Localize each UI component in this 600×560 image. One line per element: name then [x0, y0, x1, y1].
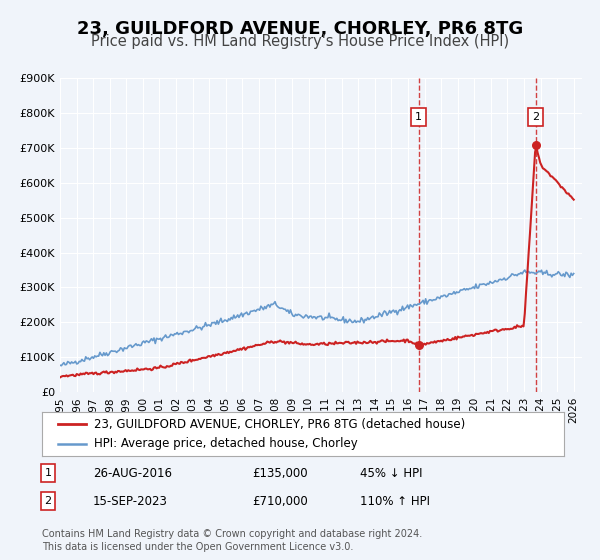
Text: 1: 1: [415, 112, 422, 122]
Text: 45% ↓ HPI: 45% ↓ HPI: [360, 466, 422, 480]
Point: [414, 340, 424, 349]
Point: [531, 140, 541, 149]
Text: 2: 2: [532, 112, 539, 122]
Text: 23, GUILDFORD AVENUE, CHORLEY, PR6 8TG (detached house): 23, GUILDFORD AVENUE, CHORLEY, PR6 8TG (…: [94, 418, 466, 431]
Text: 26-AUG-2016: 26-AUG-2016: [93, 466, 172, 480]
Text: 23, GUILDFORD AVENUE, CHORLEY, PR6 8TG: 23, GUILDFORD AVENUE, CHORLEY, PR6 8TG: [77, 20, 523, 38]
Text: £135,000: £135,000: [252, 466, 308, 480]
Text: 1: 1: [44, 468, 52, 478]
Text: Price paid vs. HM Land Registry's House Price Index (HPI): Price paid vs. HM Land Registry's House …: [91, 34, 509, 49]
Text: 2: 2: [44, 496, 52, 506]
Text: 110% ↑ HPI: 110% ↑ HPI: [360, 494, 430, 508]
Text: HPI: Average price, detached house, Chorley: HPI: Average price, detached house, Chor…: [94, 437, 358, 450]
Text: £710,000: £710,000: [252, 494, 308, 508]
Text: Contains HM Land Registry data © Crown copyright and database right 2024.
This d: Contains HM Land Registry data © Crown c…: [42, 529, 422, 552]
Text: 15-SEP-2023: 15-SEP-2023: [93, 494, 168, 508]
